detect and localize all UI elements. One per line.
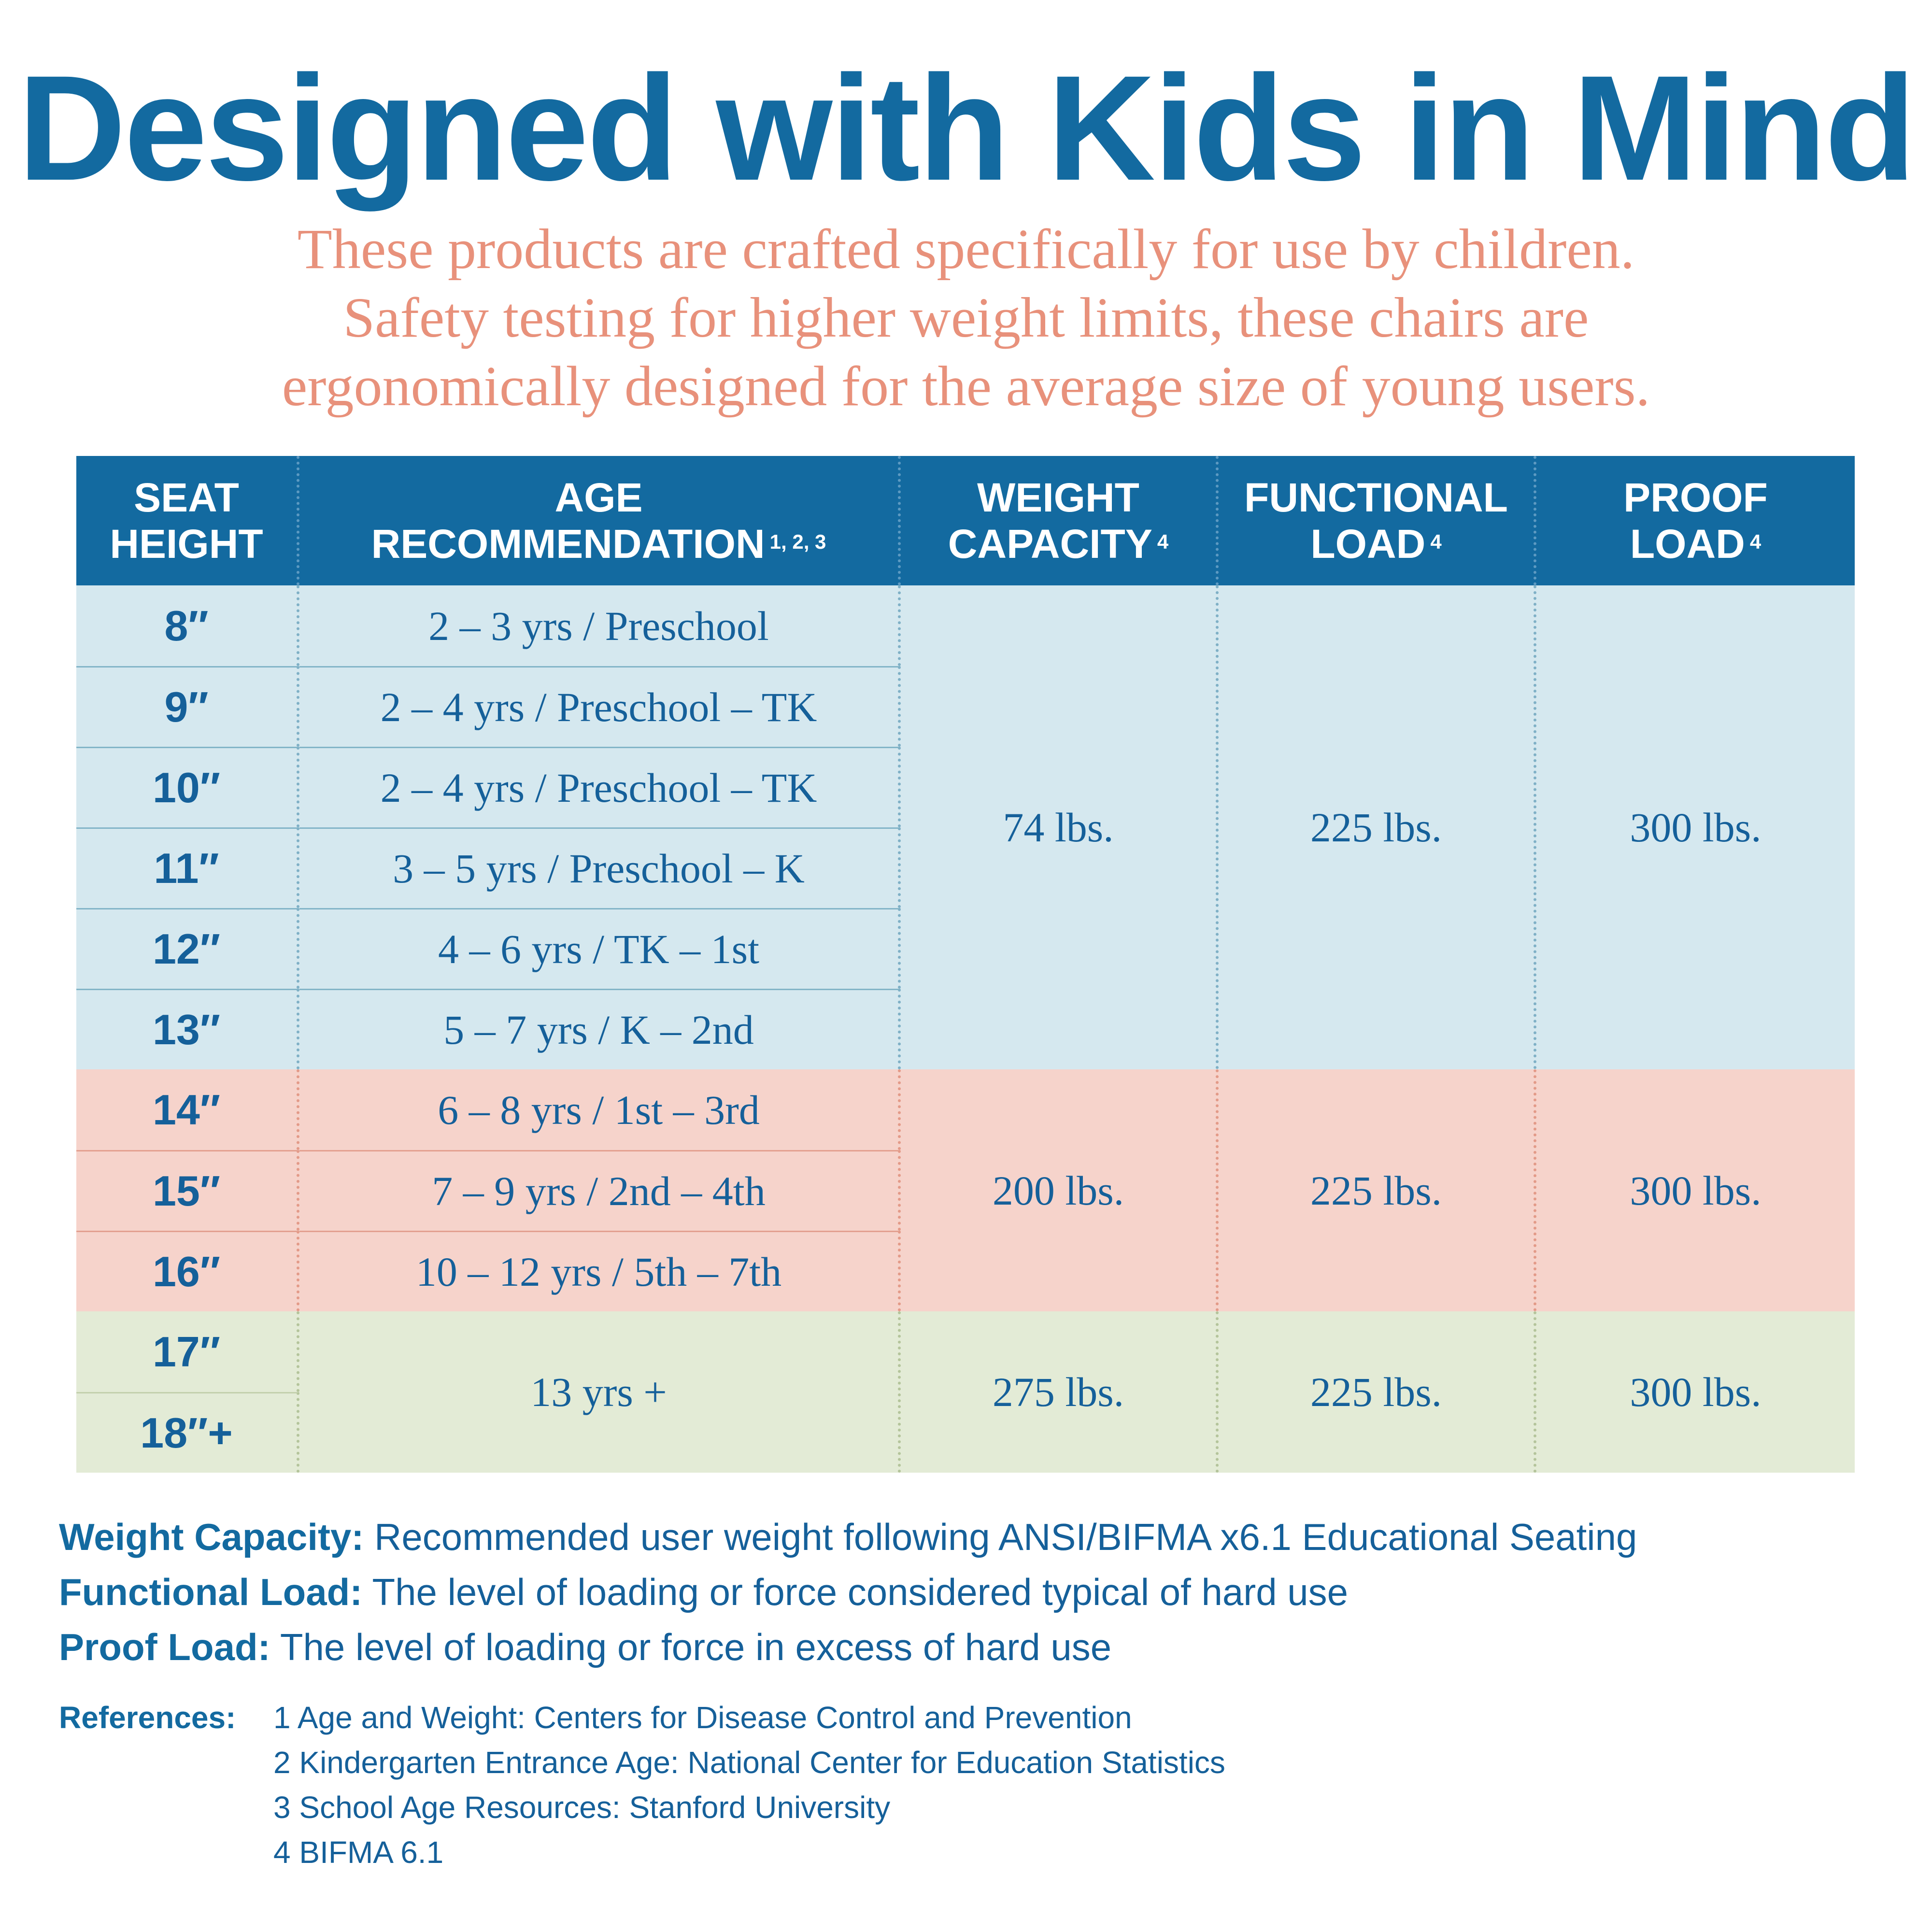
age-cell: 4 – 6 yrs / TK – 1st: [299, 908, 901, 989]
references: References: 1 Age and Weight: Centers fo…: [59, 1695, 1225, 1875]
header-proof-load: PROOF LOAD 4: [1536, 456, 1855, 585]
header-line: WEIGHT: [977, 475, 1139, 520]
weight-capacity-cell: 275 lbs.: [901, 1311, 1219, 1473]
definition-text: The level of loading or force in excess …: [270, 1626, 1112, 1668]
age-cell: 5 – 7 yrs / K – 2nd: [299, 989, 901, 1069]
footnote-ref: 4: [1157, 530, 1169, 553]
definition-weight-capacity: Weight Capacity: Recommended user weight…: [59, 1509, 1637, 1564]
reference-item: 2 Kindergarten Entrance Age: National Ce…: [273, 1745, 1225, 1780]
proof-load-cell: 300 lbs.: [1536, 1311, 1855, 1473]
header-line: LOAD: [1310, 521, 1426, 567]
definitions: Weight Capacity: Recommended user weight…: [59, 1509, 1637, 1675]
header-line: FUNCTIONAL: [1244, 475, 1508, 520]
references-label: References:: [59, 1700, 236, 1735]
seat-height-cell: 10″: [76, 747, 299, 827]
seat-height-cell: 17″: [76, 1311, 299, 1392]
references-list: 1 Age and Weight: Centers for Disease Co…: [273, 1695, 1225, 1875]
reference-item: 1 Age and Weight: Centers for Disease Co…: [273, 1700, 1132, 1735]
header-line: SEAT: [134, 475, 239, 520]
age-cell: 2 – 4 yrs / Preschool – TK: [299, 666, 901, 747]
functional-load-cell: 225 lbs.: [1219, 1069, 1536, 1311]
header-line: CAPACITY: [948, 521, 1152, 567]
functional-load-cell: 225 lbs.: [1219, 585, 1536, 1069]
age-cell: 10 – 12 yrs / 5th – 7th: [299, 1231, 901, 1311]
seat-height-cell: 18″+: [76, 1392, 299, 1473]
header-line: HEIGHT: [110, 521, 263, 567]
reference-item: 3 School Age Resources: Stanford Univers…: [273, 1790, 891, 1825]
footnote-ref: 1, 2, 3: [769, 530, 826, 553]
header-age-recommendation: AGE RECOMMENDATION 1, 2, 3: [299, 456, 901, 585]
proof-load-cell: 300 lbs.: [1536, 585, 1855, 1069]
subtitle-line: ergonomically designed for the average s…: [282, 355, 1650, 418]
definition-proof-load: Proof Load: The level of loading or forc…: [59, 1619, 1637, 1675]
age-cell: 13 yrs +: [299, 1311, 901, 1473]
age-cell: 2 – 4 yrs / Preschool – TK: [299, 747, 901, 827]
seat-height-cell: 12″: [76, 908, 299, 989]
definition-term: Proof Load:: [59, 1626, 270, 1668]
footnote-ref: 4: [1430, 530, 1442, 553]
specs-table: SEAT HEIGHT AGE RECOMMENDATION 1, 2, 3 WE…: [76, 456, 1855, 1473]
subtitle-line: Safety testing for higher weight limits,…: [343, 286, 1589, 349]
header-line: PROOF: [1623, 475, 1768, 520]
subtitle: These products are crafted specifically …: [0, 215, 1932, 421]
age-cell: 3 – 5 yrs / Preschool – K: [299, 827, 901, 908]
age-cell: 2 – 3 yrs / Preschool: [299, 585, 901, 666]
age-cell: 7 – 9 yrs / 2nd – 4th: [299, 1150, 901, 1231]
header-line: RECOMMENDATION: [371, 521, 765, 567]
seat-height-cell: 8″: [76, 585, 299, 666]
proof-load-cell: 300 lbs.: [1536, 1069, 1855, 1311]
header-weight-capacity: WEIGHT CAPACITY 4: [901, 456, 1219, 585]
definition-term: Functional Load:: [59, 1571, 363, 1613]
definition-text: Recommended user weight following ANSI/B…: [364, 1516, 1637, 1558]
seat-height-cell: 15″: [76, 1150, 299, 1231]
definition-term: Weight Capacity:: [59, 1516, 364, 1558]
header-line: AGE: [554, 475, 643, 520]
seat-height-cell: 11″: [76, 827, 299, 908]
page-title: Designed with Kids in Mind: [18, 44, 1916, 212]
seat-height-cell: 13″: [76, 989, 299, 1069]
reference-item: 4 BIFMA 6.1: [273, 1835, 444, 1870]
definition-functional-load: Functional Load: The level of loading or…: [59, 1564, 1637, 1619]
subtitle-line: These products are crafted specifically …: [297, 217, 1635, 281]
footnote-ref: 4: [1749, 530, 1762, 553]
weight-capacity-cell: 200 lbs.: [901, 1069, 1219, 1311]
seat-height-cell: 14″: [76, 1069, 299, 1150]
header-seat-height: SEAT HEIGHT: [76, 456, 299, 585]
header-line: LOAD: [1630, 521, 1745, 567]
definition-text: The level of loading or force considered…: [362, 1571, 1349, 1613]
age-cell: 6 – 8 yrs / 1st – 3rd: [299, 1069, 901, 1150]
seat-height-cell: 16″: [76, 1231, 299, 1311]
weight-capacity-cell: 74 lbs.: [901, 585, 1219, 1069]
seat-height-cell: 9″: [76, 666, 299, 747]
functional-load-cell: 225 lbs.: [1219, 1311, 1536, 1473]
header-functional-load: FUNCTIONAL LOAD 4: [1219, 456, 1536, 585]
